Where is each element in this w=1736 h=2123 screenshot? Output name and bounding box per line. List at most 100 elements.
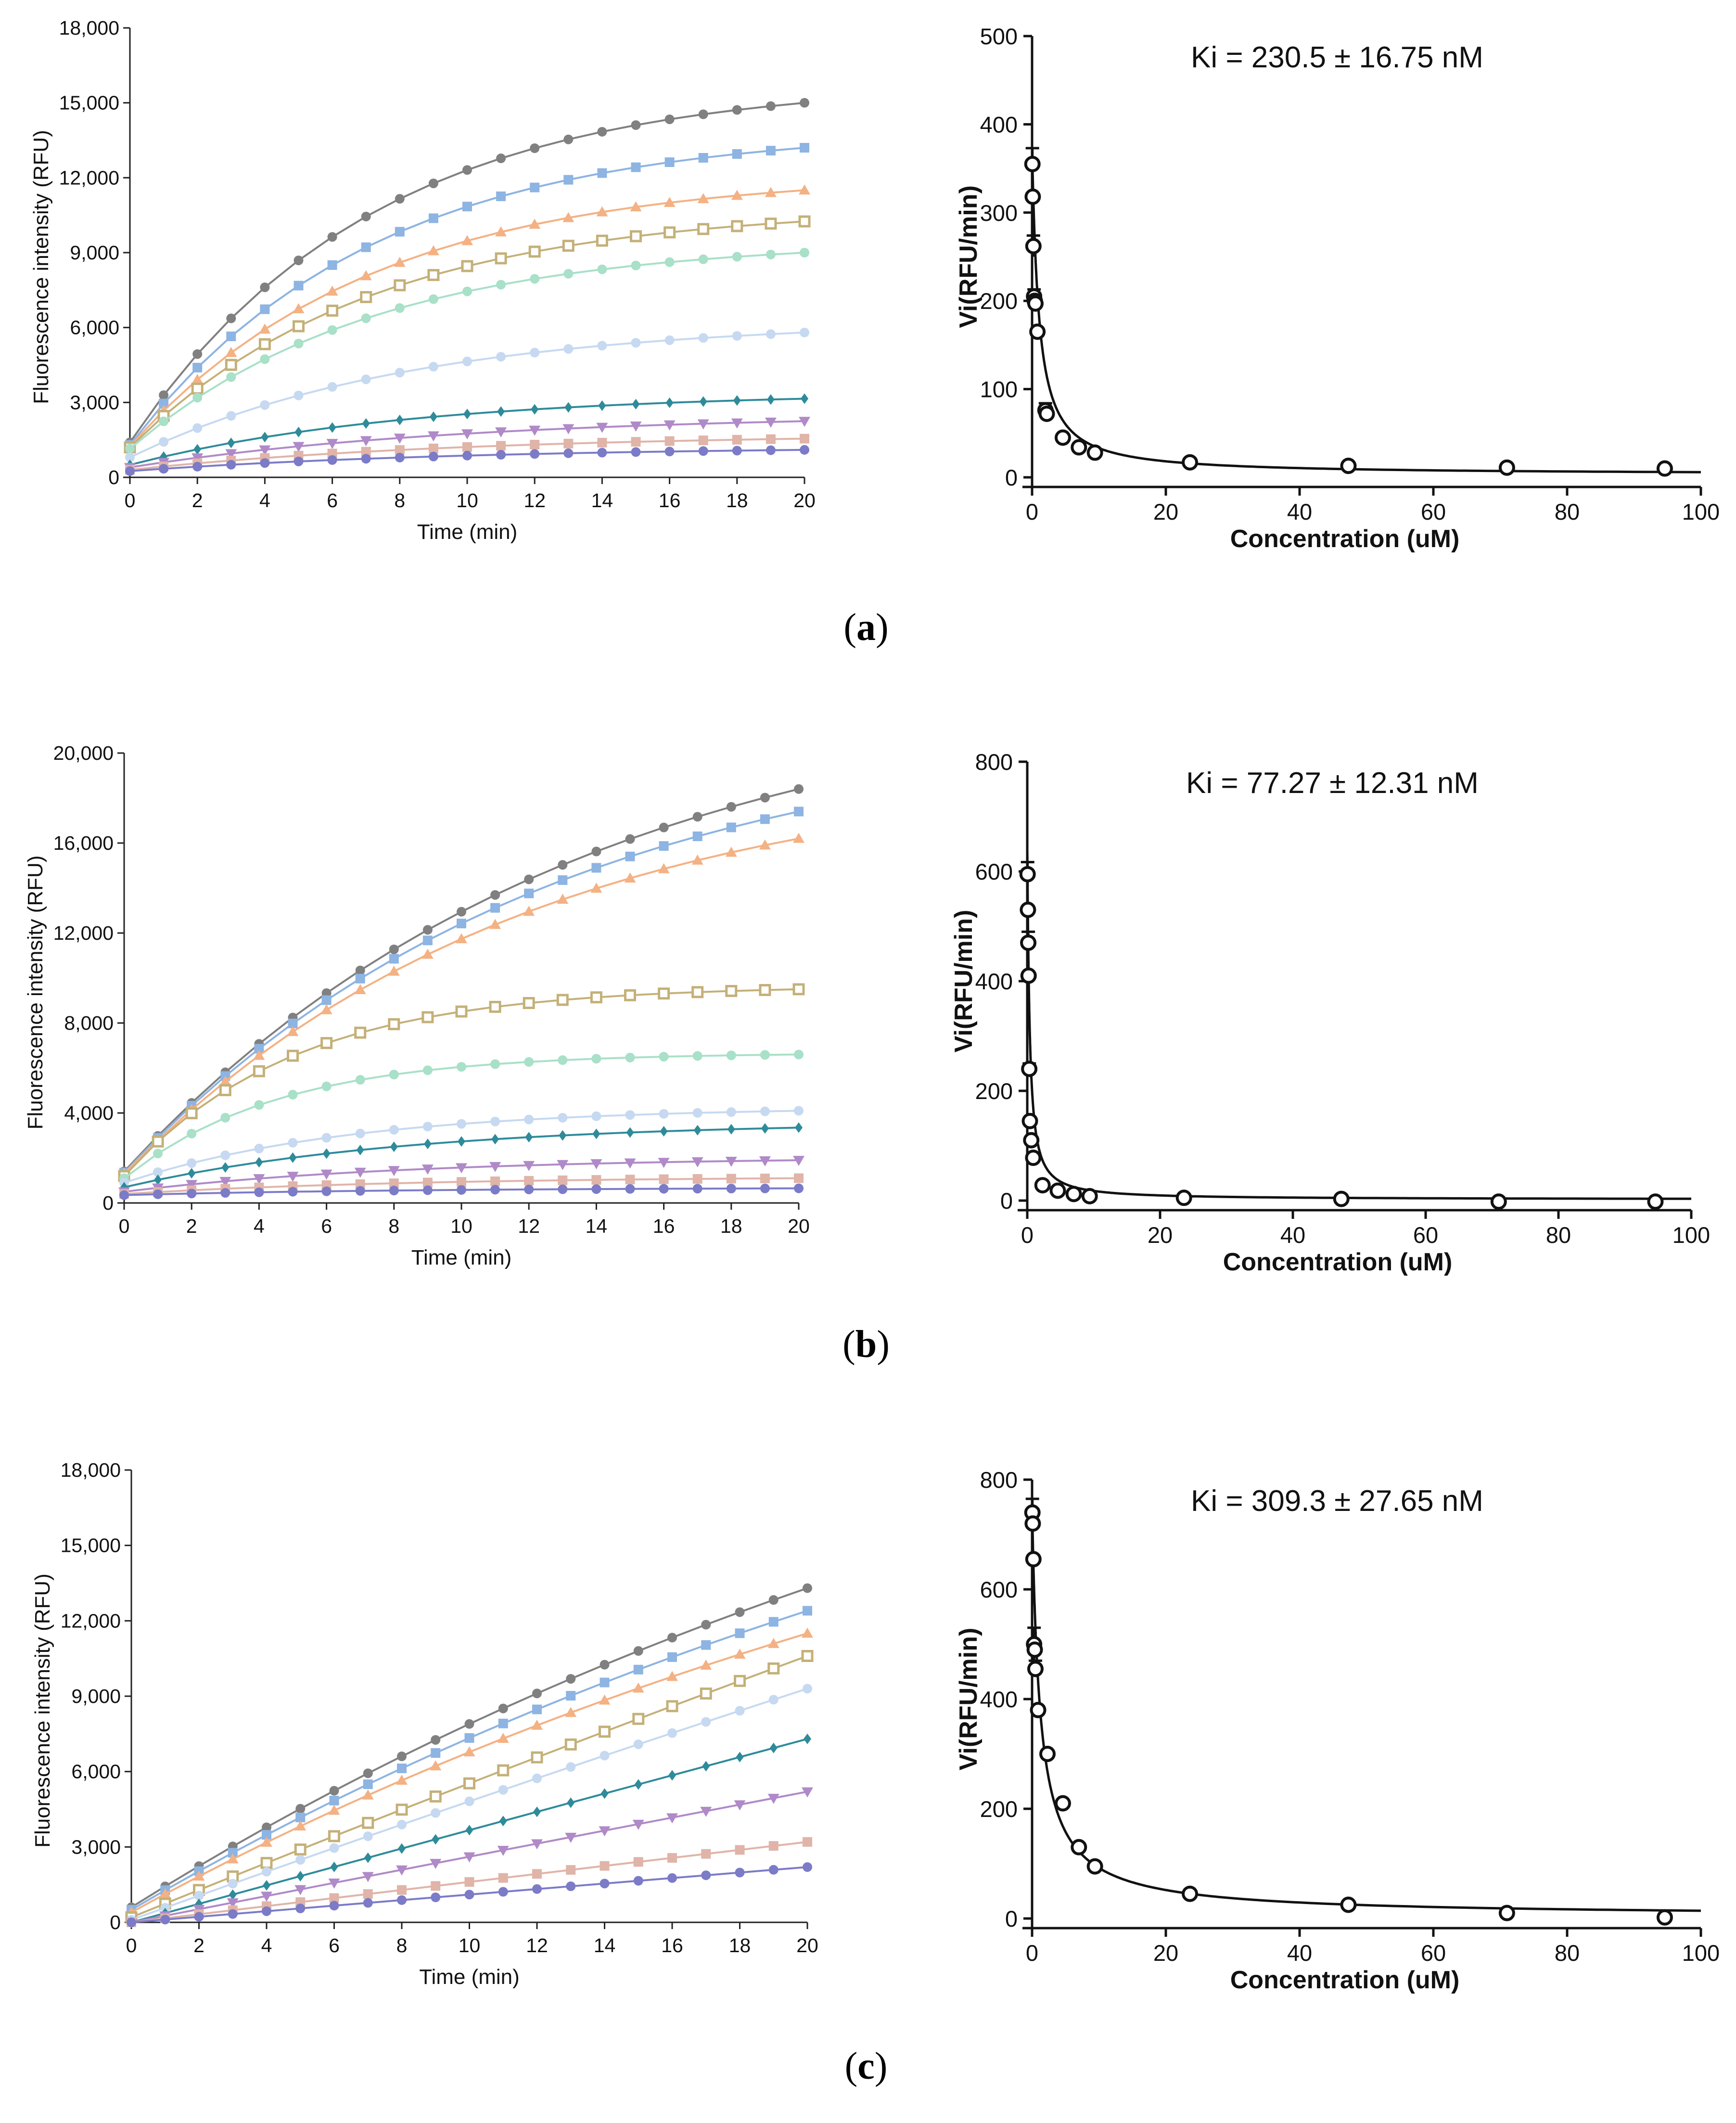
series-6 bbox=[125, 328, 809, 462]
data-point bbox=[220, 1113, 230, 1123]
data-point bbox=[255, 1157, 263, 1168]
data-point bbox=[563, 134, 574, 144]
x-tick-label: 20 bbox=[793, 489, 816, 512]
data-point bbox=[159, 416, 169, 426]
data-point bbox=[591, 846, 601, 857]
panel-caption-b: (b) bbox=[842, 1323, 890, 1366]
data-point bbox=[524, 1057, 534, 1067]
data-point bbox=[1024, 188, 1041, 205]
data-point bbox=[159, 464, 169, 474]
data-point bbox=[802, 1627, 813, 1638]
data-point bbox=[692, 1174, 702, 1184]
data-point bbox=[801, 393, 808, 404]
data-point bbox=[192, 362, 203, 372]
data-point bbox=[395, 368, 405, 378]
data-point bbox=[735, 1867, 745, 1878]
data-point bbox=[803, 1606, 812, 1616]
data-point bbox=[389, 954, 399, 964]
data-point bbox=[700, 1806, 712, 1817]
data-point bbox=[355, 965, 365, 975]
data-point bbox=[427, 431, 439, 442]
data-point bbox=[191, 453, 204, 464]
data-point bbox=[800, 328, 809, 338]
data-point bbox=[362, 1872, 374, 1882]
x-tick-label: 10 bbox=[450, 1215, 472, 1237]
data-point bbox=[600, 1751, 610, 1761]
data-point bbox=[187, 1158, 197, 1168]
data-point bbox=[496, 352, 506, 362]
data-point bbox=[664, 226, 676, 239]
data-point bbox=[329, 1795, 339, 1805]
data-point bbox=[490, 890, 500, 900]
x-tick-label: 0 bbox=[125, 489, 136, 512]
caption-paren-open: ( bbox=[845, 2045, 858, 2087]
data-point bbox=[731, 220, 743, 232]
data-point bbox=[431, 1881, 441, 1891]
data-point bbox=[185, 1107, 198, 1120]
data-point bbox=[794, 1183, 804, 1193]
data-point bbox=[462, 357, 472, 367]
data-point bbox=[597, 127, 607, 137]
data-point bbox=[428, 451, 438, 461]
data-point bbox=[524, 1114, 534, 1125]
data-point bbox=[533, 1806, 541, 1817]
y-tick-label: 200 bbox=[975, 1078, 1013, 1104]
caption-paren-close: ) bbox=[875, 2045, 888, 2087]
x-tick-label: 18 bbox=[726, 489, 748, 512]
data-point bbox=[394, 279, 406, 292]
data-point bbox=[803, 1862, 812, 1872]
data-point bbox=[397, 1885, 407, 1895]
data-point bbox=[725, 985, 738, 997]
y-tick-label: 100 bbox=[980, 377, 1018, 402]
series-2 bbox=[125, 143, 809, 450]
data-point bbox=[327, 260, 337, 270]
data-point bbox=[659, 1174, 669, 1184]
data-point bbox=[768, 1617, 779, 1627]
data-point bbox=[529, 218, 541, 229]
data-point bbox=[692, 1108, 702, 1118]
data-point bbox=[631, 338, 641, 348]
y-tick-label: 3,000 bbox=[70, 391, 119, 413]
data-point bbox=[1030, 1701, 1047, 1718]
data-point bbox=[562, 240, 574, 252]
y-tick-label: 9,000 bbox=[70, 242, 119, 264]
x-tick-label: 60 bbox=[1421, 1940, 1446, 1966]
data-point bbox=[664, 257, 675, 267]
data-point bbox=[496, 153, 506, 164]
data-point bbox=[428, 362, 438, 372]
data-point bbox=[295, 1904, 306, 1914]
data-point bbox=[768, 1695, 779, 1705]
data-point bbox=[692, 831, 702, 842]
data-point bbox=[667, 1873, 677, 1883]
data-point bbox=[523, 1161, 535, 1171]
y-tick-label: 800 bbox=[975, 749, 1013, 775]
data-point bbox=[321, 995, 332, 1005]
data-point bbox=[600, 1677, 610, 1688]
data-point bbox=[421, 1164, 434, 1175]
y-tick-label: 0 bbox=[1000, 1188, 1013, 1214]
ki-annotation: Ki = 230.5 ± 16.75 nM bbox=[1191, 41, 1483, 74]
data-point bbox=[421, 1011, 434, 1023]
data-point bbox=[363, 1831, 373, 1842]
data-point bbox=[354, 1167, 366, 1178]
data-point bbox=[760, 814, 770, 824]
data-point bbox=[226, 332, 236, 342]
data-point bbox=[193, 1870, 205, 1881]
y-tick-label: 6,000 bbox=[71, 1761, 121, 1783]
x-tick-label: 4 bbox=[261, 1934, 272, 1957]
data-point bbox=[1086, 1858, 1103, 1875]
y-tick-label: 200 bbox=[980, 288, 1018, 314]
data-point bbox=[664, 114, 675, 124]
data-point bbox=[254, 1187, 264, 1197]
data-point bbox=[229, 1889, 237, 1900]
data-point bbox=[260, 458, 270, 468]
data-point bbox=[800, 434, 809, 444]
data-point bbox=[220, 1188, 230, 1198]
data-point bbox=[395, 445, 405, 455]
data-point bbox=[293, 303, 305, 314]
data-point bbox=[1026, 1641, 1043, 1658]
data-point bbox=[800, 143, 809, 153]
data-point bbox=[431, 1748, 441, 1758]
data-point bbox=[632, 1819, 644, 1830]
data-point bbox=[431, 1735, 441, 1745]
